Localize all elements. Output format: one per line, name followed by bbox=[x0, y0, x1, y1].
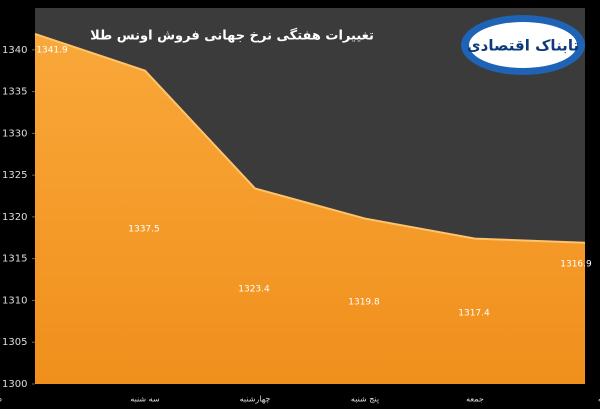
area bbox=[35, 33, 585, 384]
y-tick-label: 1320 bbox=[2, 212, 27, 223]
y-tick-label: 1325 bbox=[2, 170, 27, 181]
x-tick-label: پنج شنبه bbox=[351, 395, 379, 404]
y-tick-label: 1305 bbox=[2, 337, 27, 348]
x-tick-label: سه شنبه bbox=[130, 395, 160, 404]
y-tick-label: 1300 bbox=[2, 379, 27, 390]
data-label: 1337.5 bbox=[128, 225, 160, 235]
y-tick-label: 1335 bbox=[2, 87, 27, 98]
logo-text: تابناک اقتصادی bbox=[467, 37, 579, 55]
logo: تابناک اقتصادی bbox=[461, 15, 585, 75]
data-label: 1319.8 bbox=[348, 298, 380, 308]
data-label: 1323.4 bbox=[238, 285, 270, 295]
y-tick-label: 1310 bbox=[2, 295, 27, 306]
data-label: 1316.9 bbox=[560, 260, 592, 270]
x-tick-label: چهارشنبه bbox=[240, 395, 271, 404]
y-tick-label: 1315 bbox=[2, 254, 27, 265]
logo-inner bbox=[469, 22, 577, 68]
data-label: 1317.4 bbox=[458, 309, 490, 319]
area-edge bbox=[34, 32, 586, 244]
y-tick-label: 1330 bbox=[2, 128, 27, 139]
x-tick-label: دوشنبه bbox=[0, 395, 2, 404]
x-tick-label: جمعه bbox=[466, 395, 484, 404]
chart-title: تغییرات هفتگی نرخ جهانی فروش اونس طلا bbox=[90, 28, 374, 44]
data-label: 1341.9 bbox=[36, 46, 68, 56]
x-tick-label: شنبه bbox=[598, 395, 600, 404]
y-tick-label: 1340 bbox=[2, 45, 27, 56]
